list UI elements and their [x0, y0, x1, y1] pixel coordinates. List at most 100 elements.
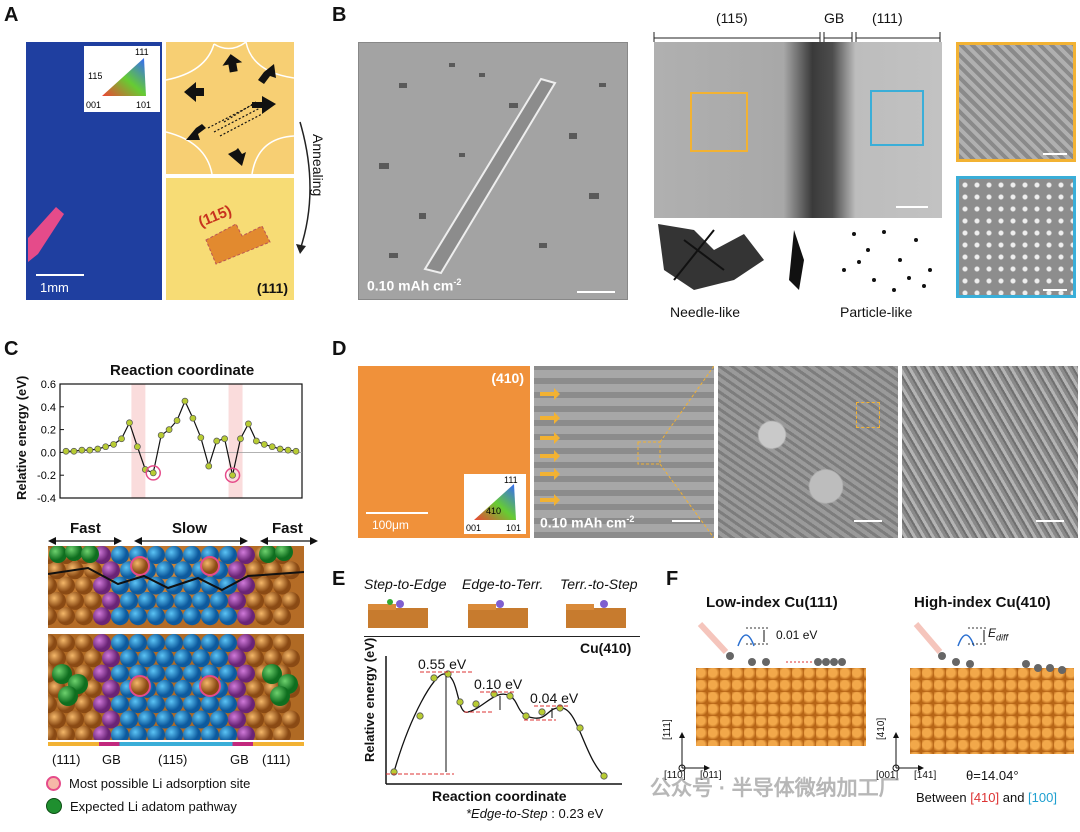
adsorption-site: [130, 556, 150, 576]
data-point: [284, 446, 292, 454]
adsorption-site-marker: [145, 465, 161, 481]
atom: [237, 576, 255, 595]
axis-label: [111]: [662, 719, 673, 740]
atom: [57, 634, 75, 652]
atom: [75, 725, 93, 740]
data-point: [94, 445, 102, 453]
axis-label: [110]: [664, 770, 686, 781]
energy-profile-chart: -0.4 -0.2 0.0 0.2 0.4 0.6: [37, 379, 303, 505]
cu410-slab: [910, 668, 1074, 754]
cu111-slab: [696, 668, 866, 746]
atom: [66, 649, 84, 668]
atom: [237, 607, 255, 626]
pink-circle-icon: [46, 776, 61, 791]
scale-label: 100μm: [372, 518, 409, 532]
tri-label-001: 001: [86, 100, 101, 110]
atom: [138, 710, 156, 729]
atom: [120, 591, 138, 610]
green-circle-icon: [46, 798, 62, 814]
atom: [129, 607, 147, 626]
region-label-111: (111): [872, 10, 903, 26]
data-point: [173, 417, 181, 424]
atom: [237, 634, 255, 652]
data-point: [221, 435, 228, 443]
atom: [183, 546, 201, 564]
data-point: [245, 420, 252, 428]
zoom-box-yellow: [856, 402, 880, 428]
tri-label-001: 001: [466, 523, 481, 533]
li-adatom: [262, 664, 282, 684]
li-adatom: [49, 546, 67, 563]
atom: [192, 591, 210, 610]
step-thumbnails: [368, 599, 626, 628]
atom: [219, 695, 237, 714]
ebsd-map: 111 115 001 101 1mm: [26, 42, 162, 300]
ipf-triangle-legend: 111 410 001 101: [464, 474, 526, 534]
atom: [237, 546, 255, 564]
ebsd-410-map: (410) 100μm 111 410 001 101: [358, 366, 530, 538]
energy-barrier-chart: [385, 656, 622, 785]
atom: [129, 695, 147, 714]
y-tick-label: 0.6: [41, 379, 56, 391]
atom: [93, 607, 111, 626]
atom: [273, 725, 291, 740]
legend-adsorption-site: Most possible Li adsorption site: [46, 776, 250, 791]
atom: [255, 576, 273, 595]
scale-bar: [1036, 520, 1064, 522]
atom: [264, 710, 282, 729]
sem-zoom-particle: [956, 176, 1076, 298]
atom: [156, 679, 174, 698]
atom: [129, 634, 147, 652]
atom: [165, 725, 183, 740]
atom: [93, 576, 111, 595]
tri-label-410: 410: [486, 506, 501, 516]
between-label: Between [410] and [100]: [916, 790, 1057, 805]
li-adatom: [52, 664, 72, 684]
cu111-diffusion: [697, 621, 846, 666]
barrier-label: 0.55 eV: [418, 656, 467, 672]
atom: [264, 649, 282, 668]
y-tick-label: 0.2: [41, 425, 56, 437]
atom: [48, 695, 57, 714]
data-point: [189, 414, 197, 422]
ipf-triangle-legend: 111 115 001 101: [84, 46, 160, 112]
tri-label-111: 111: [135, 47, 149, 57]
li-adatom: [275, 546, 293, 561]
atom: [156, 591, 174, 610]
cu410-diffusion: [913, 622, 1066, 674]
atom: [219, 576, 237, 595]
atom: [282, 710, 300, 729]
atom: [246, 649, 264, 668]
step-label: Edge-to-Terr.: [462, 576, 544, 592]
data-point: [260, 441, 268, 448]
axis-label: [001]: [876, 770, 899, 781]
legend-adatom-pathway: Expected Li adatom pathway: [46, 798, 237, 814]
atom: [237, 664, 255, 683]
data-point: [126, 419, 133, 427]
atom: [174, 591, 192, 610]
atom: [75, 634, 93, 652]
atom: [84, 649, 102, 668]
atom: [66, 710, 84, 729]
atom: [156, 710, 174, 729]
particle-like-label: Particle-like: [840, 304, 913, 320]
atom: [111, 725, 129, 740]
plot-frame: [59, 383, 303, 499]
panel-f-label: F: [666, 568, 679, 590]
scale-bar: [896, 206, 928, 208]
data-point: [205, 462, 213, 470]
region-brackets: [653, 32, 941, 42]
atom: [48, 649, 66, 668]
arrow-icons: [184, 54, 276, 166]
atom: [102, 710, 120, 729]
theta-label: θ=14.04°: [966, 768, 1019, 783]
atom: [165, 607, 183, 626]
sem-410-low-mag: 0.10 mAh cm-2: [534, 365, 715, 539]
scale-bar: [1043, 289, 1067, 291]
atom: [192, 649, 210, 668]
atom: [183, 664, 201, 683]
data-point: [110, 441, 117, 448]
atom: [84, 679, 102, 698]
atom: [93, 634, 111, 652]
atom-model-top: [48, 634, 304, 740]
